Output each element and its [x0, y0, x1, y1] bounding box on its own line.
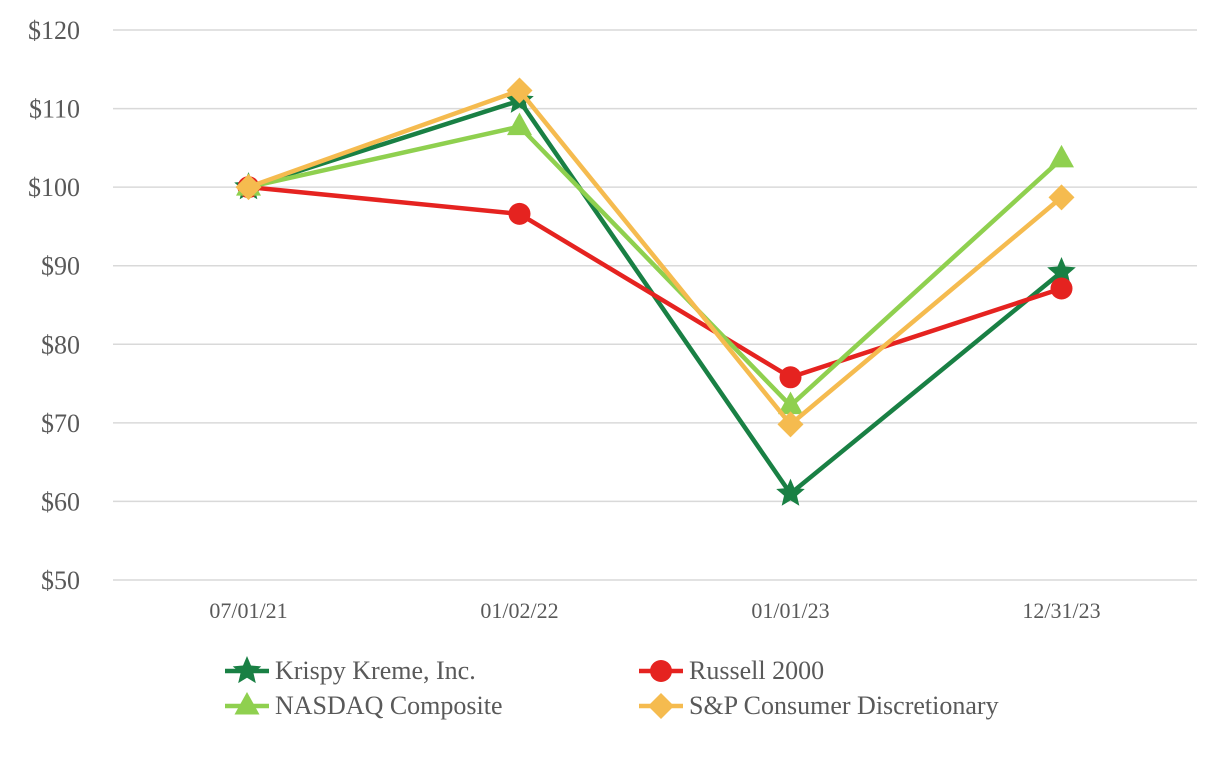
y-axis-tick-label: $70: [41, 409, 80, 438]
diamond-marker-icon: [639, 693, 683, 719]
y-axis-tick-label: $100: [28, 173, 80, 202]
legend-label: NASDAQ Composite: [275, 691, 503, 720]
legend-label: Krispy Kreme, Inc.: [275, 656, 476, 685]
marker-s-p-consumer-discretionary: [506, 77, 533, 104]
star-marker-icon: [225, 656, 269, 684]
legend-label: Russell 2000: [689, 656, 825, 685]
legend-marker-shape: [232, 656, 262, 684]
marker-s-p-consumer-discretionary: [777, 411, 804, 438]
series-line-russell-2000: [248, 184, 1063, 380]
marker-krispy-kreme-inc: [1047, 257, 1076, 285]
triangle-marker-icon: [225, 692, 269, 715]
legend-item-russell-2000: Russell 2000: [639, 655, 999, 687]
legend-item-krispy-kreme: Krispy Kreme, Inc.: [225, 655, 639, 687]
marker-nasdaq-composite: [507, 112, 532, 136]
legend-marker-shape: [234, 692, 260, 715]
marker-russell-2000: [508, 202, 531, 225]
marker-nasdaq-composite: [1049, 144, 1074, 168]
x-axis-tick-label: 07/01/21: [209, 598, 287, 623]
marker-nasdaq-composite: [778, 391, 803, 415]
y-axis-tick-label: $60: [41, 487, 80, 516]
marker-russell-2000: [779, 366, 802, 389]
legend-item-sp-consumer-discretionary: S&P Consumer Discretionary: [639, 690, 999, 722]
series-line-nasdaq-composite: [248, 124, 1064, 409]
y-axis-tick-label: $110: [29, 95, 80, 124]
legend-marker-shape: [648, 693, 674, 719]
legend-label: S&P Consumer Discretionary: [689, 691, 999, 720]
y-axis-tick-label: $120: [28, 16, 80, 45]
legend-item-nasdaq-composite: NASDAQ Composite: [225, 690, 639, 722]
x-axis-tick-label: 01/02/22: [480, 598, 558, 623]
x-axis-tick-label: 12/31/23: [1022, 598, 1100, 623]
marker-krispy-kreme-inc: [776, 478, 805, 506]
x-axis-tick-label: 01/01/23: [751, 598, 829, 623]
marker-s-p-consumer-discretionary: [1048, 184, 1075, 211]
marker-s-p-consumer-discretionary: [235, 174, 262, 201]
circle-marker-icon: [639, 660, 683, 682]
performance-chart-plot: $120 $110 $100 $90 $80 $70 $60 $50 07/01/21 01/02…: [28, 16, 1197, 623]
chart-legend: Krispy Kreme, Inc. Russell 2000 NASDAQ C…: [225, 655, 999, 722]
y-axis-tick-label: $90: [41, 252, 80, 281]
legend-marker-shape: [650, 660, 672, 682]
series-line-s-p-consumer-discretionary: [247, 87, 1063, 428]
marker-russell-2000: [1050, 277, 1073, 300]
y-axis-tick-label: $50: [41, 566, 80, 595]
y-axis-tick-label: $80: [41, 330, 80, 359]
